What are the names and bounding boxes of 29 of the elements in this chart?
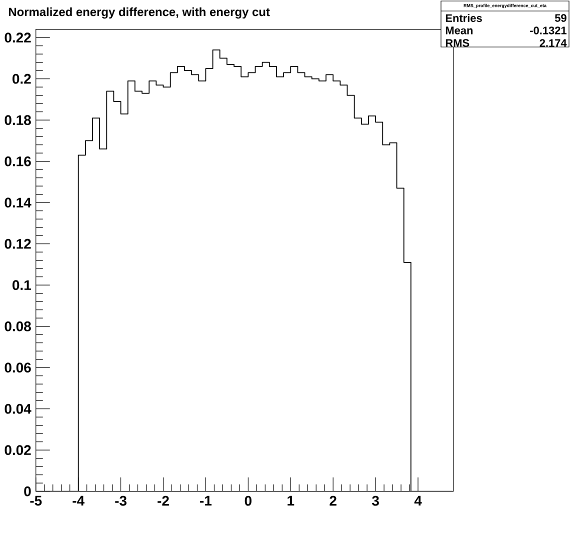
x-tick-label: 2 (330, 496, 336, 506)
x-tick-label: -3 (115, 496, 126, 506)
x-tick-label: 1 (288, 496, 294, 506)
x-tick-label: -4 (72, 496, 84, 506)
x-tick-label: 0 (244, 496, 252, 506)
x-tick-label: 3 (372, 496, 379, 506)
y-tick-label: 0.22 (4, 32, 31, 43)
y-tick-label: 0.04 (4, 404, 32, 414)
annotation: Mean (446, 26, 473, 34)
y-tick-label: 0.16 (4, 156, 31, 166)
x-tick-label: -5 (30, 496, 42, 506)
y-tick-label: 0.06 (4, 362, 31, 373)
y-tick-label: 0.2 (12, 74, 31, 84)
y-tick-label: 0 (24, 486, 31, 496)
y-tick-label: 0.02 (4, 445, 31, 456)
chart-title: Normalized energy difference, with energy cut (9, 7, 270, 19)
x-tick-label: -1 (200, 496, 212, 506)
y-tick-label: 0.12 (4, 238, 31, 249)
text: Entries (446, 14, 482, 22)
text: 59 (554, 14, 566, 22)
x-tick-label: 4 (414, 496, 422, 506)
text: -0.1321 (530, 26, 566, 34)
x-tick-label: -2 (158, 496, 169, 506)
y-tick-label: 0.1 (12, 280, 31, 290)
y-tick-label: 0.08 (4, 321, 31, 332)
text: 2.174 (540, 39, 567, 47)
y-tick-label: 0.18 (4, 115, 31, 126)
annotation: RMS (446, 39, 470, 47)
y-tick-label: 0.14 (4, 198, 32, 208)
